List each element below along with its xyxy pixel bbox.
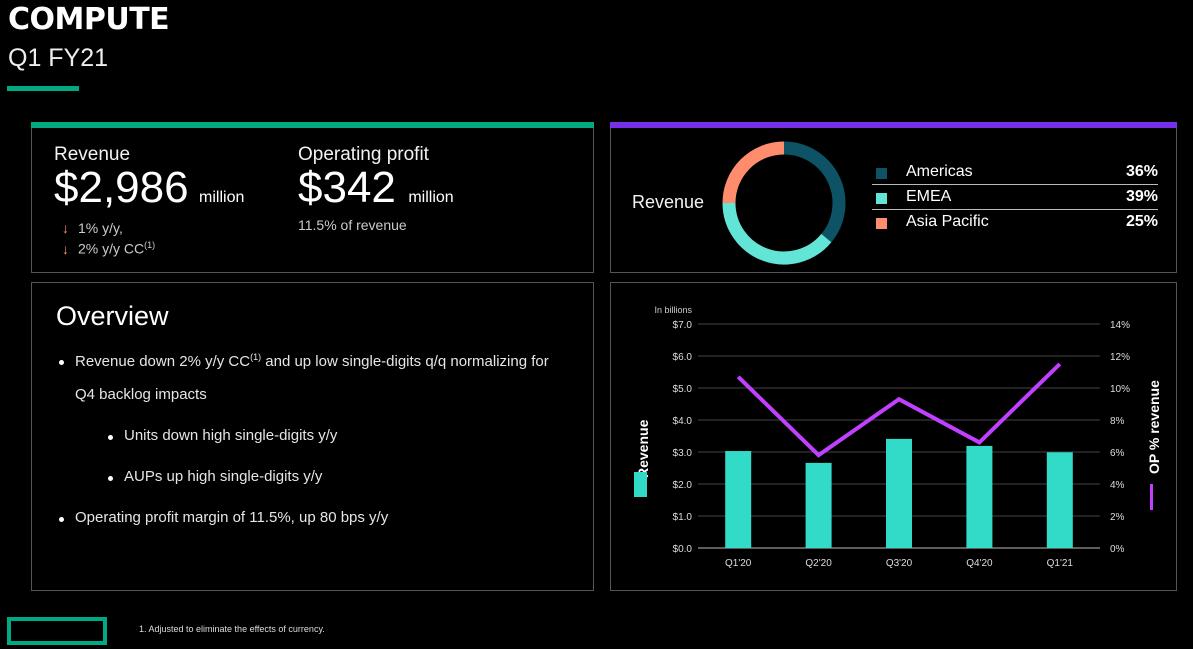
revenue-value-group: $2,986 million: [54, 163, 244, 213]
title-accent-bar: [7, 86, 79, 91]
y2-tick-label: 8%: [1110, 416, 1125, 427]
arrow-down-icon: ↓: [62, 240, 69, 257]
page-title: COMPUTE: [8, 2, 170, 37]
asia-pacific-swatch: [876, 218, 887, 229]
revenue-mix-card: Revenue: [610, 122, 1177, 273]
bullet-icon: [59, 517, 64, 522]
revenue-mix-accent-bar: [610, 122, 1177, 128]
revenue-mix-label: Revenue: [632, 192, 705, 212]
revenue-bar: [1046, 452, 1073, 548]
x-tick-label: Q1'21: [1047, 558, 1074, 569]
emea-swatch: [876, 193, 887, 204]
legend-row-emea: EMEA 39%: [872, 188, 1158, 213]
overview-bullet-1-cont: Q4 backlog impacts: [75, 386, 207, 403]
op-profit-note: 11.5% of revenue: [298, 217, 407, 233]
y-tick-label: $6.0: [673, 352, 693, 363]
y-tick-label: $5.0: [673, 384, 693, 395]
kpi-card: Revenue $2,986 million ↓ 1% y/y, ↓ 2% y/y …: [31, 122, 594, 273]
donut-slice-americas: [783, 141, 846, 243]
bullet-icon: [59, 360, 64, 365]
y-axis-label: Revenue: [635, 419, 651, 478]
chart-unit-note: In billions: [654, 305, 692, 315]
op-profit-value: $342: [298, 163, 396, 212]
revenue-bar: [966, 445, 993, 548]
x-tick-label: Q3'20: [886, 558, 913, 569]
y-tick-label: $0.0: [673, 544, 693, 555]
x-tick-label: Q4'20: [966, 558, 993, 569]
arrow-down-icon: ↓: [62, 220, 69, 236]
x-tick-label: Q2'20: [805, 558, 832, 569]
legend-row-asia-pacific: Asia Pacific 25%: [872, 213, 1158, 238]
legend-divider: [872, 184, 1158, 185]
revenue-bar: [725, 451, 752, 548]
y2-tick-label: 4%: [1110, 480, 1125, 491]
y-tick-label: $3.0: [673, 448, 693, 459]
y2-axis-label: OP % revenue: [1146, 380, 1162, 474]
legend-row-americas: Americas 36%: [872, 163, 1158, 188]
revenue-donut-chart: [722, 141, 846, 265]
revenue-bar: [886, 438, 912, 548]
revenue-legend-swatch: [634, 472, 647, 497]
op-profit-value-group: $342 million: [298, 163, 454, 213]
y-tick-label: $7.0: [673, 320, 693, 331]
americas-swatch: [876, 168, 887, 179]
overview-card: Overview Revenue down 2% y/y CC(1) and u…: [31, 282, 594, 591]
chart-card: [610, 282, 1177, 591]
revenue-value: $2,986: [54, 163, 189, 212]
page-subtitle: Q1 FY21: [8, 44, 109, 72]
bullet-icon: [108, 476, 113, 481]
revenue-note-2: ↓ 2% y/y CC(1): [62, 240, 156, 257]
overview-bullet-3: AUPs up high single-digits y/y: [124, 468, 323, 485]
y2-tick-label: 0%: [1110, 544, 1125, 555]
revenue-note-1: ↓ 1% y/y,: [62, 220, 123, 236]
revenue-op-chart: In billions Q1'20 Q2'20 Q3'20 Q4'20 Q1'21 $0…: [634, 305, 1162, 569]
y-tick-label: $2.0: [673, 480, 693, 491]
legend-divider: [872, 209, 1158, 210]
y2-tick-label: 6%: [1110, 448, 1125, 459]
op-legend-swatch: [1150, 484, 1153, 510]
x-tick-label: Q1'20: [725, 558, 752, 569]
y-tick-label: $4.0: [673, 416, 693, 427]
donut-slice-asia-pacific: [722, 141, 785, 204]
op-profit-unit: million: [408, 189, 454, 206]
y-tick-label: $1.0: [673, 512, 693, 523]
donut-slice-emea: [722, 202, 832, 265]
overview-bullet-1: Revenue down 2% y/y CC(1) and up low sin…: [75, 352, 549, 370]
overview-bullet-2: Units down high single-digits y/y: [124, 427, 338, 444]
revenue-bar: [805, 462, 832, 548]
footnote: 1. Adjusted to eliminate the effects of …: [139, 624, 325, 634]
overview-bullet-4: Operating profit margin of 11.5%, up 80 …: [75, 509, 389, 526]
revenue-unit: million: [199, 189, 245, 206]
y2-tick-label: 10%: [1110, 384, 1130, 395]
y2-tick-label: 2%: [1110, 512, 1125, 523]
revenue-label: Revenue: [54, 144, 131, 165]
kpi-card-accent-bar: [31, 122, 594, 128]
y2-tick-label: 14%: [1110, 320, 1130, 331]
overview-title: Overview: [56, 301, 169, 331]
op-profit-label: Operating profit: [298, 144, 429, 165]
bullet-icon: [108, 435, 113, 440]
y2-tick-label: 12%: [1110, 352, 1130, 363]
hpe-logo: [7, 617, 107, 645]
